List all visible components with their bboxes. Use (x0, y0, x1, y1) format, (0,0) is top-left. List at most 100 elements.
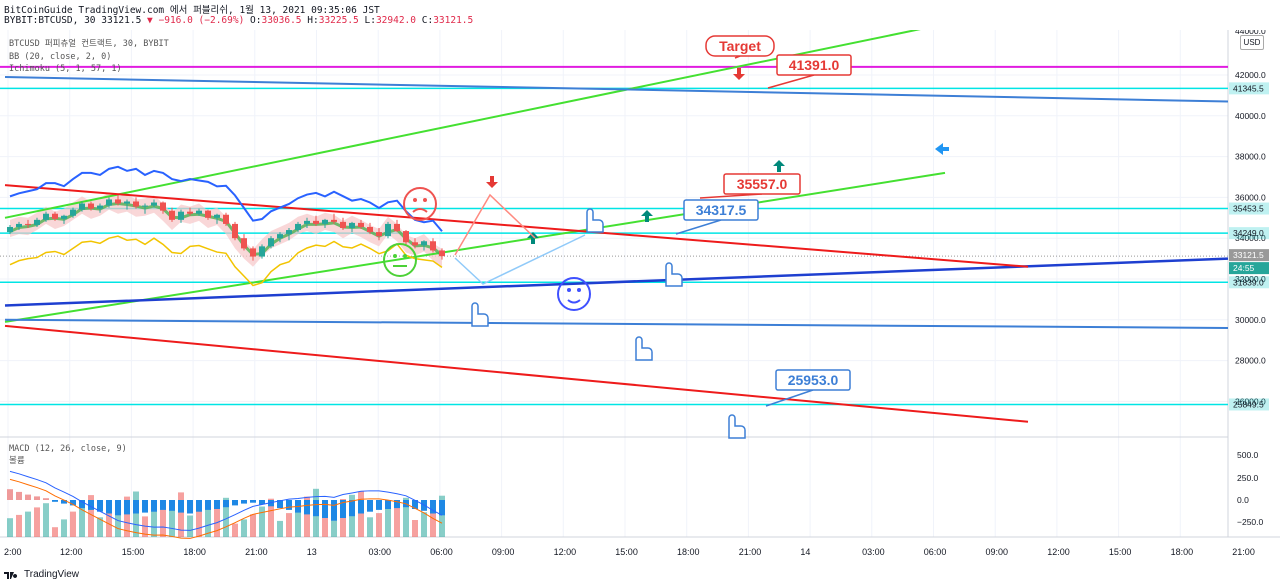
high-label: H: (307, 15, 319, 26)
red-channel-lower (4, 324, 1029, 423)
price-chart[interactable]: 42000.0 40000.0 38000.0 36000.0 34000.0 32000… (0, 30, 1280, 566)
candle-body (340, 221, 346, 228)
callout-text: 34317.5 (696, 202, 747, 218)
volume-bar (61, 519, 67, 537)
candle-body (205, 210, 211, 218)
candle-body (79, 203, 85, 210)
price-label-bg (1229, 249, 1269, 262)
volume-bar (124, 496, 130, 537)
currency-button[interactable]: USD (1240, 35, 1264, 50)
volume-bar (304, 496, 310, 537)
price-label: 25849.5 (1233, 399, 1264, 409)
x-tick-label: 09:00 (492, 547, 515, 557)
volume-bar (178, 492, 184, 537)
macd-hist-bar (16, 491, 22, 500)
candle-body (277, 234, 283, 239)
cloud (10, 192, 442, 267)
close-value: 33121.5 (433, 15, 474, 26)
volume-bar (358, 491, 364, 537)
x-tick-label: 15:00 (1109, 547, 1132, 557)
horizontal-levels (0, 65, 1228, 406)
price-label-bg (1229, 276, 1269, 289)
volume-bar (232, 523, 238, 537)
volume-bar (439, 495, 445, 537)
macd-hist-bar (124, 500, 130, 515)
volume-bar (169, 500, 175, 537)
volume-bar (295, 504, 301, 537)
x-tick-label: 18:00 (677, 547, 700, 557)
macd-hist-bar (133, 500, 139, 514)
volume-bar (394, 502, 400, 537)
macd-panel (7, 470, 445, 539)
last-price: 33121.5 (101, 15, 142, 26)
x-tick-label: 03:00 (862, 547, 885, 557)
macd-title: MACD (12, 26, close, 9) (9, 444, 127, 454)
dizzy-face-icon-eye (577, 288, 581, 292)
volume-bar (385, 508, 391, 537)
price-label: 35453.5 (1233, 204, 1264, 214)
volume-bar (52, 527, 58, 537)
indicator-legend: BTCUSD 퍼피츄얼 컨트랙트, 30, BYBIT BB (20, clos… (9, 38, 169, 76)
candle-body (61, 215, 67, 219)
callout-text: 25953.0 (788, 372, 839, 388)
x-tick-label: 21:00 (245, 547, 268, 557)
ohlc-header: BYBIT:BTCUSD, 30 33121.5 ▼ −916.0 (−2.69… (4, 15, 473, 26)
candle-body (232, 223, 238, 239)
volume-bar (133, 491, 139, 537)
neutral-face-icon-eye (393, 254, 397, 258)
macd-hist-bar (232, 500, 238, 506)
volume-bar (376, 513, 382, 537)
candle-body (169, 210, 175, 220)
dizzy-face-icon-eye (567, 288, 571, 292)
macd-hist-bar (115, 500, 121, 516)
volume-bar (142, 516, 148, 537)
candle-body (268, 238, 274, 247)
volume-bar (88, 495, 94, 537)
y-tick-label: 40000.0 (1235, 111, 1266, 121)
low-label: L: (364, 15, 376, 26)
callout-box (705, 35, 775, 57)
pointing-hand-icon (728, 414, 746, 439)
candle-body (223, 214, 229, 224)
callout-text: 41391.0 (789, 57, 840, 73)
callout-pointer (765, 389, 814, 407)
candle-body (133, 201, 139, 207)
dizzy-face-icon (557, 277, 591, 311)
volume-bar (421, 512, 427, 537)
x-tick-label: 09:00 (986, 547, 1009, 557)
symbol-title: BTCUSD 퍼피츄얼 컨트랙트, 30, BYBIT (9, 39, 169, 49)
price-label: 24:55 (1233, 263, 1255, 273)
x-tick-label: 03:00 (369, 547, 392, 557)
candle-body (196, 210, 202, 214)
left-arrow-icon (935, 143, 949, 155)
candle-body (124, 201, 130, 204)
volume-bar (277, 520, 283, 537)
candle-body (34, 219, 40, 225)
macd-hist-bar (34, 496, 40, 500)
x-tick-label: 06:00 (430, 547, 453, 557)
candle-body (106, 199, 112, 206)
macd-hist-bar (178, 500, 184, 513)
sad-face-icon-eye (413, 198, 417, 202)
candle-body (376, 232, 382, 237)
macd-tick-label: 0.0 (1237, 495, 1249, 505)
candle-body (313, 220, 319, 224)
macd-hist-bar (43, 498, 49, 500)
up-arrow-icon (773, 160, 785, 172)
volume-bar (223, 497, 229, 537)
neutral-face-icon (383, 243, 417, 277)
macd-hist-bar (169, 500, 175, 511)
ichimoku-legend: Ichimoku (5, 1, 57, 1) (9, 64, 122, 74)
candle-body (88, 203, 94, 209)
y-tick-label: 34000.0 (1235, 233, 1266, 243)
macd-hist-bar (196, 500, 202, 512)
x-tick-label: 12:00 (1047, 547, 1070, 557)
close-label: C: (421, 15, 434, 26)
volume-bar (214, 502, 220, 537)
volume-bar (34, 507, 40, 537)
dizzy-face-icon-mouth (567, 299, 581, 304)
macd-legend: MACD (12, 26, close, 9) 볼륨 (9, 443, 127, 467)
macd-hist-bar (223, 500, 229, 508)
price-label-bg (1229, 202, 1269, 215)
sad-face-icon-eye (423, 198, 427, 202)
